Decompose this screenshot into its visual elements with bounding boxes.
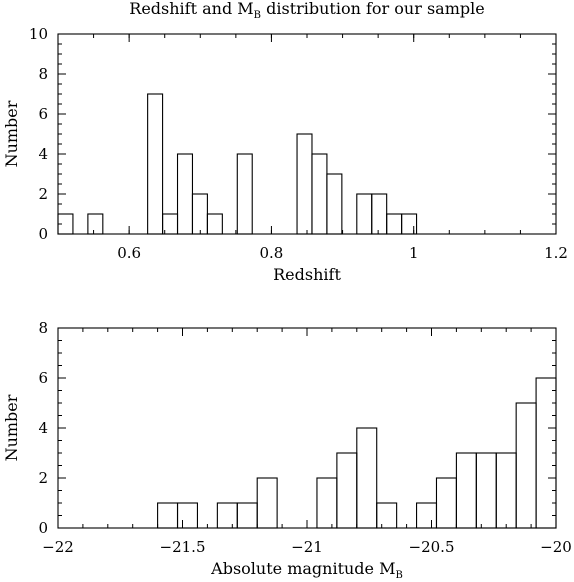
y-tick-label: 0 <box>38 225 48 243</box>
plot-frame <box>57 327 557 529</box>
x-tick-label: −20 <box>540 538 572 556</box>
y-tick-label: 4 <box>38 419 48 437</box>
y-axis-label: Number <box>2 100 21 167</box>
x-tick-label: −21 <box>291 538 323 556</box>
histogram-bar <box>371 193 388 235</box>
chart-title-suffix: distribution for our sample <box>261 0 485 18</box>
histogram-bar <box>157 502 179 529</box>
x-axis-label-subscript: B <box>395 570 402 581</box>
y-tick-label: 0 <box>38 519 48 537</box>
x-axis-label: Absolute magnitude MB <box>210 559 403 581</box>
histogram-bar <box>356 427 378 529</box>
histogram-bar <box>176 502 198 529</box>
y-tick-label: 6 <box>38 105 48 123</box>
y-axis-label: Number <box>2 394 21 461</box>
histogram-bar <box>416 502 438 529</box>
histogram-bar <box>191 193 208 235</box>
histogram-bar <box>296 133 313 235</box>
histogram-bar <box>236 153 253 235</box>
x-axis-label-main: Redshift <box>273 265 341 284</box>
x-axis-label-main: Absolute magnitude M <box>210 559 395 578</box>
y-tick-label: 2 <box>38 469 48 487</box>
y-tick-label: 8 <box>38 319 48 337</box>
histogram-bar <box>256 477 278 529</box>
y-tick-label: 6 <box>38 369 48 387</box>
histogram-bar <box>316 477 338 529</box>
chart-title-subscript: B <box>254 10 261 21</box>
histogram-bar <box>401 213 418 235</box>
histogram-bar <box>475 452 497 529</box>
histogram-bar <box>311 153 328 235</box>
histogram-bar <box>176 153 194 235</box>
magnitude-panel: −22 −21.5 −21 −20.5 −20 0 2 4 6 8 Number Absolute m… <box>2 319 572 581</box>
y-tick-label: 4 <box>38 145 48 163</box>
histogram-bar <box>376 502 398 529</box>
histogram-bar <box>147 93 164 235</box>
histogram-bar <box>87 213 104 235</box>
x-tick-label: −20.5 <box>409 538 455 556</box>
histogram-bar <box>326 173 343 235</box>
histogram-bar <box>435 477 457 529</box>
x-axis-label: Redshift <box>273 265 341 284</box>
y-tick-label: 8 <box>38 65 48 83</box>
histogram-bar <box>455 452 477 529</box>
x-tick-label: 1 <box>409 244 419 262</box>
x-tick-label: 0.6 <box>117 244 141 262</box>
y-tick-label: 2 <box>38 185 48 203</box>
histogram-bar <box>206 213 223 235</box>
histogram-bar <box>216 502 238 529</box>
y-tick-label: 10 <box>29 25 48 43</box>
redshift-panel: 0.6 0.8 1 1.2 0 2 4 6 8 10 Number Redshift Redshift … <box>2 0 568 284</box>
histogram-bar <box>236 502 258 529</box>
histogram-bar <box>386 213 403 235</box>
x-tick-label: −21.5 <box>160 538 206 556</box>
histogram-bar <box>515 402 537 529</box>
x-tick-label: 1.2 <box>544 244 568 262</box>
chart-title-main: Redshift and M <box>129 0 253 18</box>
chart-title: Redshift and MB distribution for our sam… <box>129 0 484 21</box>
x-tick-label: −22 <box>42 538 74 556</box>
histogram-bar <box>336 452 358 529</box>
x-tick-label: 0.8 <box>259 244 283 262</box>
histogram-bar <box>495 452 517 529</box>
histogram-bar <box>356 193 373 235</box>
